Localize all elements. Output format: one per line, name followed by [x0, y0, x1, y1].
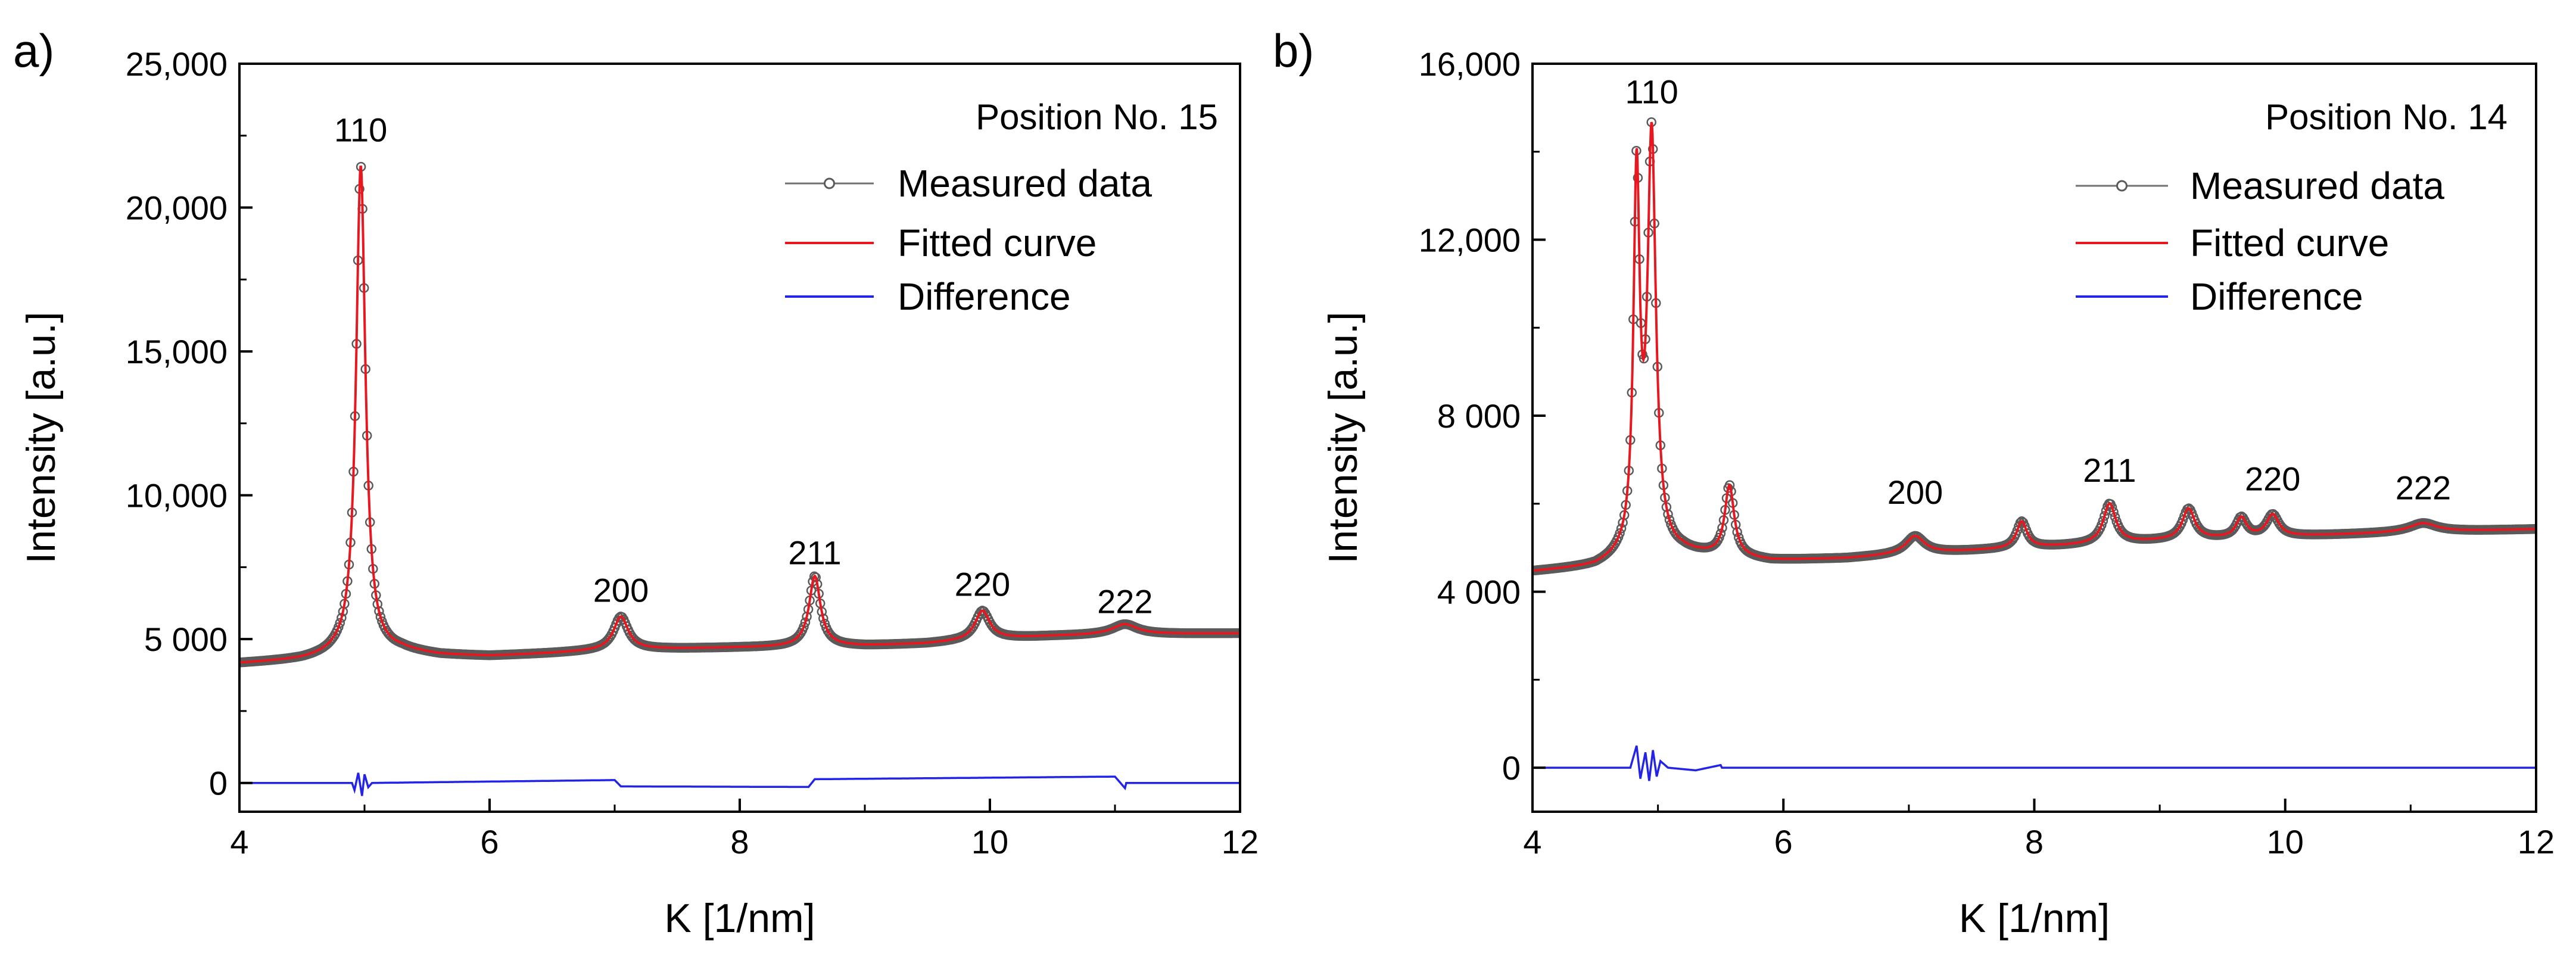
legend-label: Fitted curve	[898, 222, 1097, 264]
y-tick-label: 20,000	[126, 189, 228, 227]
x-tick-label: 12	[2518, 823, 2555, 861]
x-tick-label: 12	[1222, 823, 1259, 861]
y-tick-label: 0	[1502, 749, 1521, 787]
y-axis-title: Intensity [a.u.]	[1320, 311, 1366, 563]
measured-data-point	[334, 622, 344, 632]
x-axis-title: K [1/nm]	[1959, 896, 2110, 941]
peak-label: 211	[2083, 451, 2136, 489]
x-tick-label: 6	[480, 823, 499, 861]
peak-label: 211	[788, 534, 841, 572]
y-tick-label: 4 000	[1437, 573, 1521, 611]
y-axis-title: Intensity [a.u.]	[18, 311, 64, 563]
x-tick-label: 4	[1523, 823, 1541, 861]
y-tick-label: 12,000	[1419, 222, 1521, 259]
legend-marker	[2116, 180, 2128, 192]
plot-area	[239, 161, 1240, 796]
difference-line	[239, 772, 1240, 796]
peak-label: 110	[334, 111, 387, 148]
peak-label: 110	[1625, 73, 1678, 110]
fitted-curve-line	[239, 166, 1240, 664]
position-label: Position No. 15	[976, 97, 1218, 137]
y-tick-label: 15,000	[126, 333, 228, 370]
y-tick-label: 10,000	[126, 477, 228, 515]
x-tick-label: 4	[230, 823, 248, 861]
y-tick-label: 8 000	[1437, 397, 1521, 435]
y-tick-label: 16,000	[1419, 45, 1521, 83]
chart-panel-a: 4 6 8 10 12 0 5 000 10,000 15,000 20,000 25,000 K […	[13, 24, 1259, 941]
difference-line	[1532, 745, 2536, 781]
x-tick-label: 6	[1774, 823, 1793, 861]
fitted-curve-line	[1532, 121, 2536, 572]
legend-label: Measured data	[898, 162, 1152, 205]
panel-label: a)	[13, 24, 54, 77]
x-tick-label: 8	[730, 823, 749, 861]
peak-label: 200	[1887, 473, 1943, 511]
y-tick-label: 5 000	[144, 621, 228, 658]
legend: Measured data Fitted curve Difference	[2076, 164, 2444, 318]
peak-label: 200	[593, 571, 649, 609]
y-tick-label: 0	[209, 765, 228, 802]
x-tick-label: 10	[971, 823, 1008, 861]
y-tick-label: 25,000	[126, 45, 228, 83]
position-label: Position No. 14	[2265, 97, 2508, 137]
legend-label: Fitted curve	[2190, 222, 2389, 264]
legend-marker	[824, 177, 835, 189]
peak-label: 220	[955, 566, 1010, 603]
legend-label: Measured data	[2190, 164, 2444, 207]
x-tick-label: 10	[2267, 823, 2304, 861]
measured-data-point	[1615, 528, 1625, 538]
x-axis-title: K [1/nm]	[664, 896, 815, 941]
plot-area	[1532, 117, 2536, 781]
measured-data-point	[2097, 520, 2107, 530]
legend-label: Difference	[2190, 275, 2363, 318]
panel-label: b)	[1273, 24, 1314, 77]
measured-data-point	[335, 618, 345, 628]
legend: Measured data Fitted curve Difference	[785, 162, 1152, 318]
measured-data-point	[2108, 507, 2119, 518]
chart-panel-b: 4 6 8 10 12 0 4 000 8 000 12,000 16,000 K [1/nm] In…	[1273, 24, 2555, 941]
measured-data-point	[799, 622, 809, 632]
peak-label: 222	[2396, 469, 2451, 506]
peak-label: 222	[1097, 583, 1152, 621]
measured-data-point	[2098, 516, 2108, 526]
x-tick-label: 8	[2025, 823, 2044, 861]
legend-label: Difference	[898, 275, 1071, 318]
peak-label: 220	[2245, 460, 2300, 498]
